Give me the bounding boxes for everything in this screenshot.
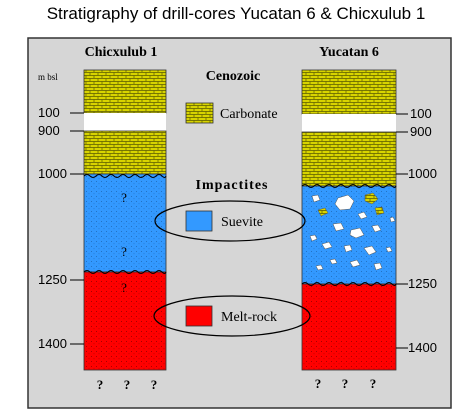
right-gap [302, 114, 396, 132]
right-depth-axis: 100 900 1000 1250 1400 [396, 106, 437, 355]
legend: Cenozoic Carbonate Impactites Suevite Me… [153, 69, 311, 337]
left-wavy-contact-lower [83, 270, 167, 274]
left-depth-1250: 1250 [38, 272, 67, 287]
right-suevite-clasts [309, 192, 396, 271]
legend-carbonate-label: Carbonate [220, 107, 278, 122]
legend-suevite-label: Suevite [221, 215, 263, 230]
right-depth-900: 900 [410, 124, 432, 139]
left-depth-1000: 1000 [38, 166, 67, 181]
left-depth-900: 900 [38, 123, 60, 138]
right-depth-100: 100 [410, 106, 432, 121]
left-question-3: ? [121, 280, 127, 295]
depth-unit-label: m bsl [38, 72, 58, 82]
right-core [301, 69, 397, 371]
left-bottom-question-2: ? [124, 377, 131, 392]
right-core-name: Yucatan 6 [319, 45, 379, 60]
right-wavy-contact-upper [301, 184, 397, 188]
left-gap [84, 113, 166, 131]
figure-title: Stratigraphy of drill-cores Yucatan 6 & … [46, 4, 426, 23]
legend-melt-rock-highlight [153, 295, 311, 337]
left-question-1: ? [121, 190, 127, 205]
left-melt-rock [83, 271, 167, 371]
left-core: ? ? ? [83, 69, 167, 371]
legend-suevite-swatch [185, 210, 213, 232]
left-bottom-question-3: ? [151, 377, 158, 392]
left-bottom-question-1: ? [97, 377, 104, 392]
legend-melt-rock-label: Melt-rock [221, 310, 277, 325]
right-depth-1250: 1250 [408, 276, 437, 291]
left-depth-100: 100 [38, 105, 60, 120]
legend-cenozoic-heading: Cenozoic [206, 69, 260, 84]
legend-impactites-heading: Impactites [196, 178, 269, 193]
right-wavy-contact-lower [301, 282, 397, 286]
left-question-2: ? [121, 244, 127, 259]
legend-melt-rock-swatch [185, 305, 213, 327]
left-carbonate-lower [83, 130, 167, 175]
right-melt-rock [301, 283, 397, 371]
left-depth-1400: 1400 [38, 336, 67, 351]
right-bottom-question-1: ? [315, 376, 322, 391]
legend-suevite-highlight [154, 200, 306, 242]
right-bottom-question-3: ? [370, 376, 377, 391]
left-wavy-contact-upper [83, 174, 167, 178]
right-depth-1400: 1400 [408, 340, 437, 355]
right-carbonate-lower [301, 131, 397, 187]
bottom-question-marks: ? ? ? ? ? ? [97, 376, 377, 392]
right-bottom-question-2: ? [342, 376, 349, 391]
left-carbonate-upper [83, 69, 167, 114]
legend-carbonate-swatch [185, 102, 214, 124]
left-core-name: Chicxulub 1 [85, 45, 158, 60]
right-carbonate-upper [301, 69, 397, 115]
right-depth-1000: 1000 [408, 166, 437, 181]
left-depth-axis: 100 900 1000 1250 1400 [38, 105, 84, 351]
